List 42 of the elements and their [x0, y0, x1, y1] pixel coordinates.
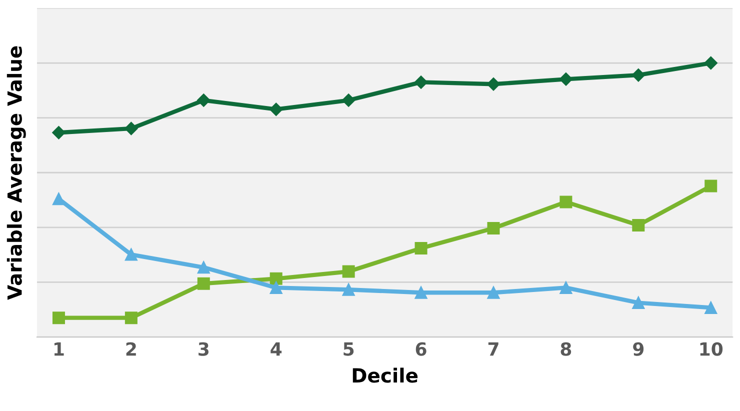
- point: [560, 281, 572, 294]
- point: [124, 248, 138, 261]
- point: [632, 218, 645, 232]
- x-tick-label: 8: [560, 342, 572, 356]
- x-tick-label: 1: [54, 342, 64, 356]
- point: [270, 102, 283, 116]
- point: [632, 68, 645, 82]
- x-tick-label: 9: [633, 342, 644, 356]
- point: [560, 196, 572, 208]
- point: [632, 296, 645, 310]
- x-tick-label: 7: [488, 342, 498, 356]
- point: [704, 301, 718, 314]
- point: [487, 222, 500, 234]
- point: [704, 56, 718, 70]
- x-tick-label: 4: [270, 342, 282, 356]
- point: [559, 72, 573, 86]
- point: [270, 281, 282, 294]
- point: [486, 78, 500, 91]
- point: [197, 94, 210, 107]
- point: [52, 192, 65, 206]
- point: [124, 312, 138, 324]
- x-axis-title: Decile: [352, 368, 418, 383]
- point: [414, 242, 428, 254]
- point: [52, 126, 66, 140]
- point: [414, 76, 428, 89]
- point: [414, 286, 428, 299]
- x-tick-label: 5: [344, 342, 354, 356]
- x-tick-label: 2: [126, 342, 136, 356]
- point: [487, 286, 500, 299]
- point: [197, 261, 210, 274]
- point: [342, 265, 355, 278]
- x-tick-label: 3: [198, 342, 208, 356]
- point: [197, 277, 210, 290]
- x-tick-label: 10: [700, 342, 723, 356]
- x-tick-label: 6: [416, 342, 426, 356]
- point: [52, 312, 65, 324]
- point: [124, 122, 138, 136]
- point: [342, 94, 356, 107]
- y-axis-title: Variable Average Value: [6, 46, 26, 300]
- point: [270, 272, 282, 285]
- point: [704, 180, 718, 192]
- point: [342, 283, 355, 296]
